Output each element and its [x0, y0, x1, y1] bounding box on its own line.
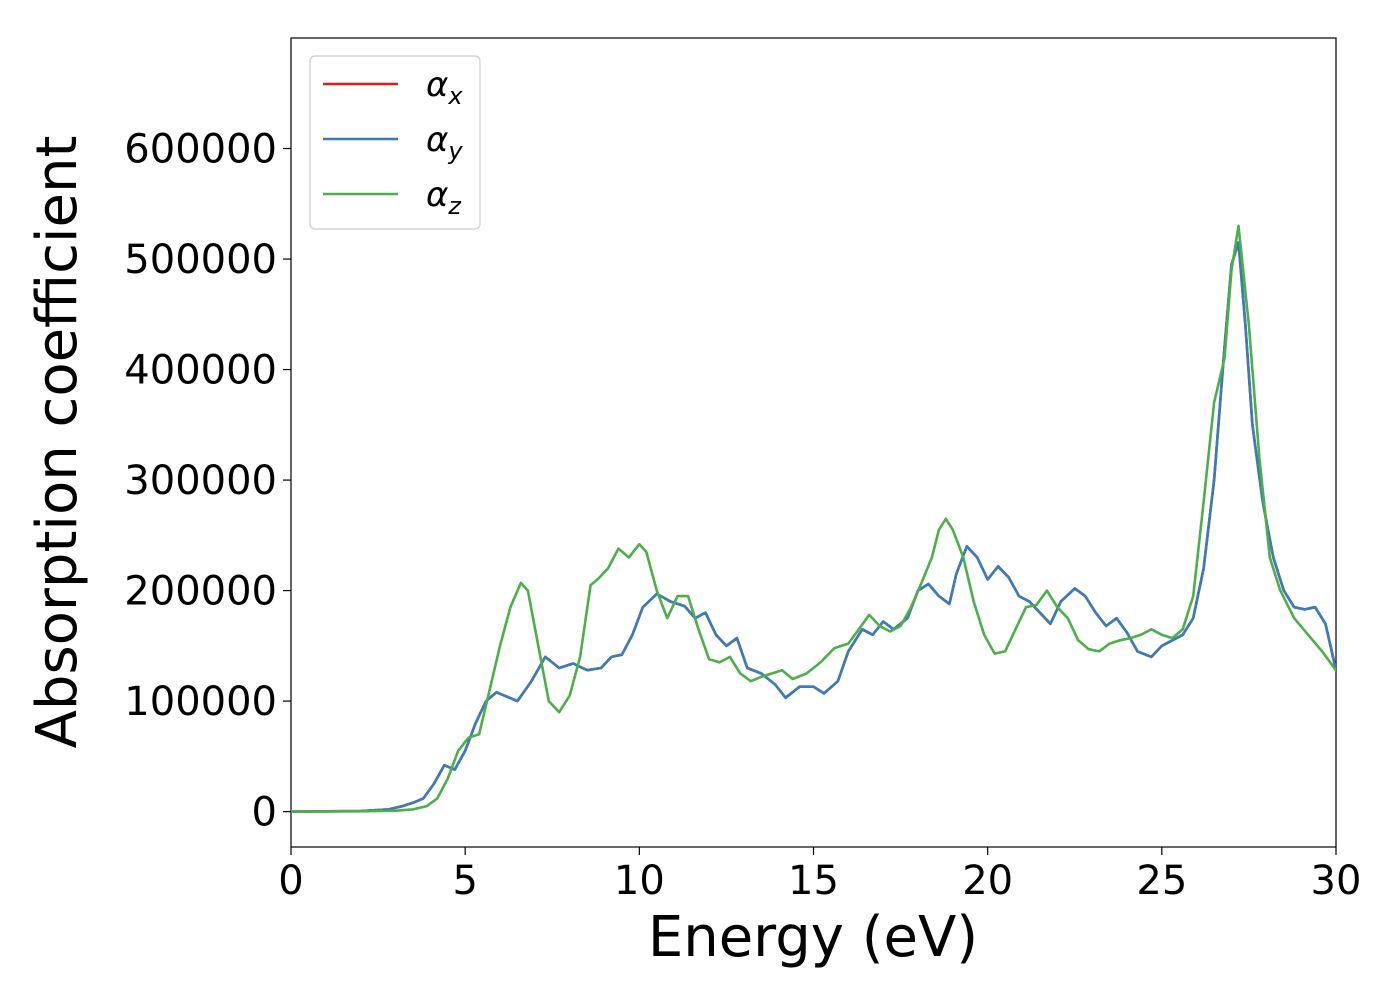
x-tick-label: 10: [614, 858, 665, 904]
y-axis-ticks: 0 100000 200000 300000 400000 500000 600000: [124, 127, 291, 836]
x-tick-label: 5: [452, 858, 477, 904]
x-tick-label: 20: [962, 858, 1013, 904]
legend: αx αy αz: [309, 55, 481, 230]
legend-label-x: αx: [426, 65, 463, 110]
legend-label-z: αz: [426, 175, 462, 220]
legend-label-y: αy: [426, 120, 463, 165]
series-line-y: [291, 241, 1336, 813]
y-tick-label: 100000: [124, 679, 277, 725]
x-axis-title: Energy (eV): [648, 905, 978, 970]
y-axis-title: Absorption coefficient: [25, 136, 90, 749]
y-tick-label: 400000: [124, 348, 277, 394]
legend-box: [309, 55, 481, 230]
series-layer: [291, 224, 1336, 813]
y-tick-label: 0: [252, 790, 277, 836]
x-tick-label: 25: [1136, 858, 1187, 904]
y-tick-label: 200000: [124, 569, 277, 615]
y-tick-label: 500000: [124, 237, 277, 283]
x-tick-label: 30: [1311, 858, 1362, 904]
x-axis-ticks: 0 5 10 15 20 25 30: [278, 847, 1361, 904]
x-tick-label: 15: [788, 858, 839, 904]
series-line-z: [291, 224, 1336, 813]
y-tick-label: 300000: [124, 458, 277, 504]
y-tick-label: 600000: [124, 127, 277, 173]
x-tick-label: 0: [278, 858, 303, 904]
